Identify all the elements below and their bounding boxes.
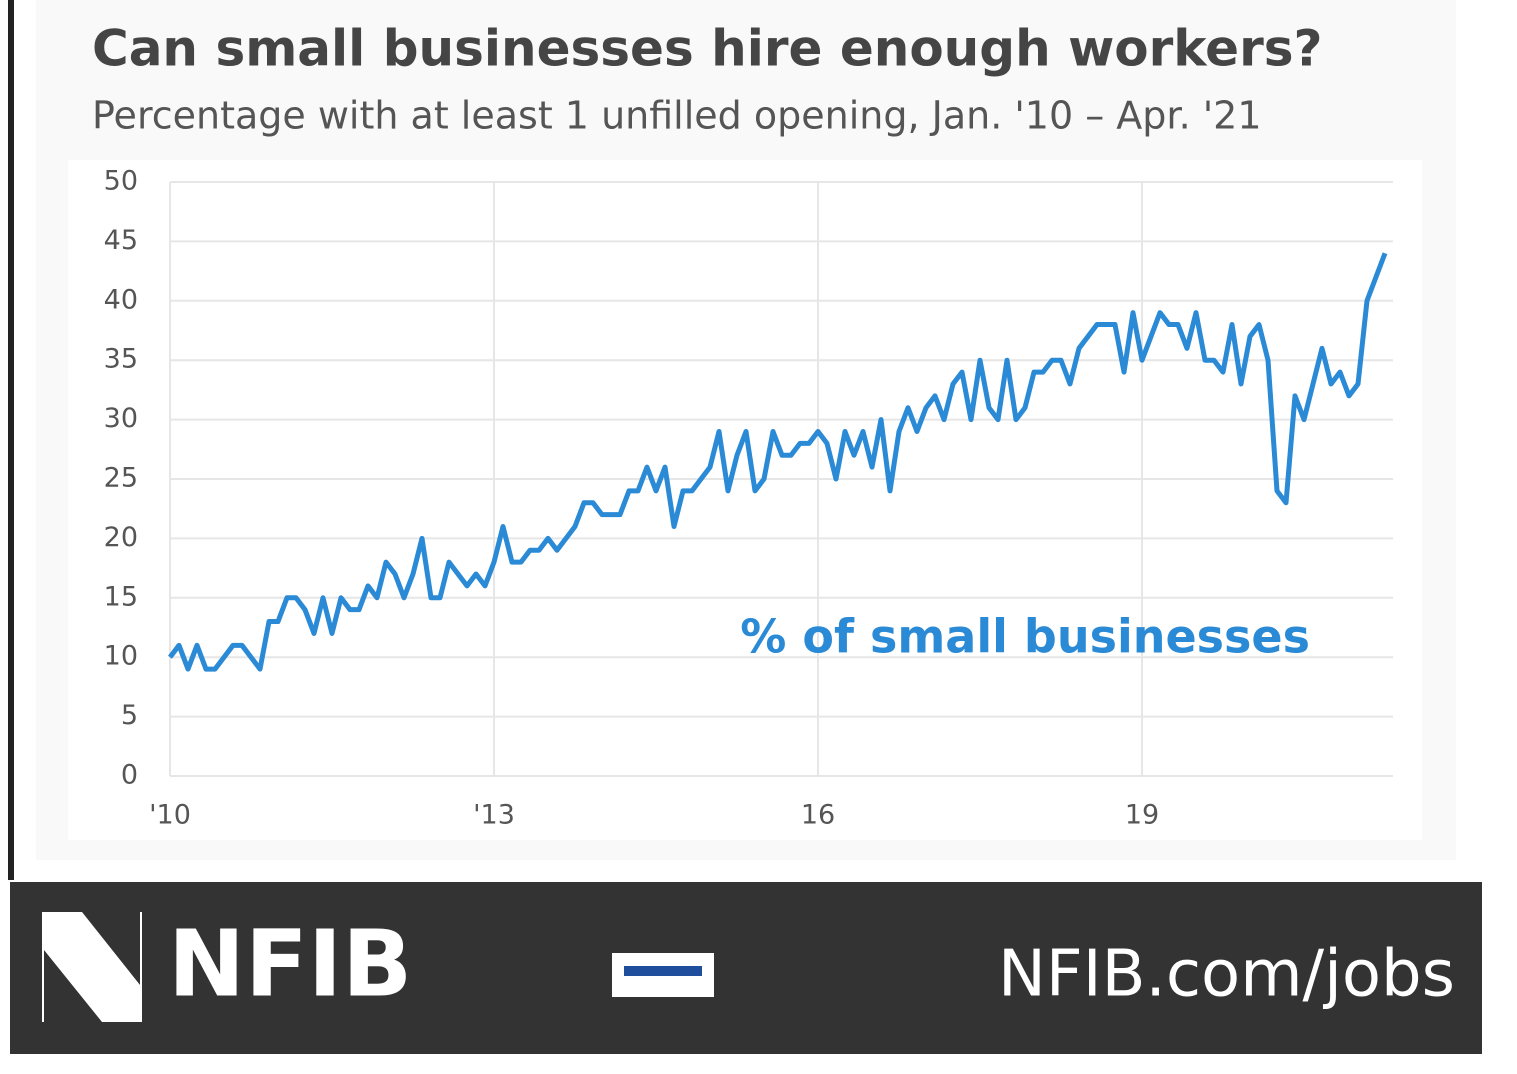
chart-title: Can small businesses hire enough workers… bbox=[92, 20, 1323, 78]
x-tick-label: '10 bbox=[149, 800, 191, 831]
y-tick-label: 25 bbox=[104, 463, 138, 494]
y-tick-label: 40 bbox=[104, 284, 138, 315]
y-tick-label: 15 bbox=[104, 581, 138, 612]
y-tick-label: 20 bbox=[104, 522, 138, 553]
left-border bbox=[8, 0, 14, 880]
plot-background bbox=[68, 160, 1422, 840]
x-tick-label: 19 bbox=[1125, 800, 1159, 831]
mhpronews-logo-band bbox=[624, 966, 702, 976]
nfib-logo-mark bbox=[42, 912, 142, 1022]
x-tick-label: 16 bbox=[801, 800, 835, 831]
y-tick-label: 5 bbox=[121, 700, 138, 731]
footer-url: NFIB.com/jobs bbox=[998, 938, 1455, 1012]
y-tick-label: 35 bbox=[104, 344, 138, 375]
x-tick-label: '13 bbox=[473, 800, 515, 831]
y-tick-label: 50 bbox=[104, 166, 138, 197]
annotation: % of small businesses bbox=[740, 610, 1310, 664]
y-tick-label: 30 bbox=[104, 403, 138, 434]
data-line bbox=[168, 252, 1388, 672]
y-tick-label: 10 bbox=[104, 641, 138, 672]
footer bbox=[10, 882, 1482, 1054]
y-tick-label: 0 bbox=[121, 760, 138, 791]
footer-brand: NFIB bbox=[168, 910, 412, 1017]
y-tick-label: 45 bbox=[104, 225, 138, 256]
chart-subtitle: Percentage with at least 1 unfilled open… bbox=[92, 94, 1262, 138]
